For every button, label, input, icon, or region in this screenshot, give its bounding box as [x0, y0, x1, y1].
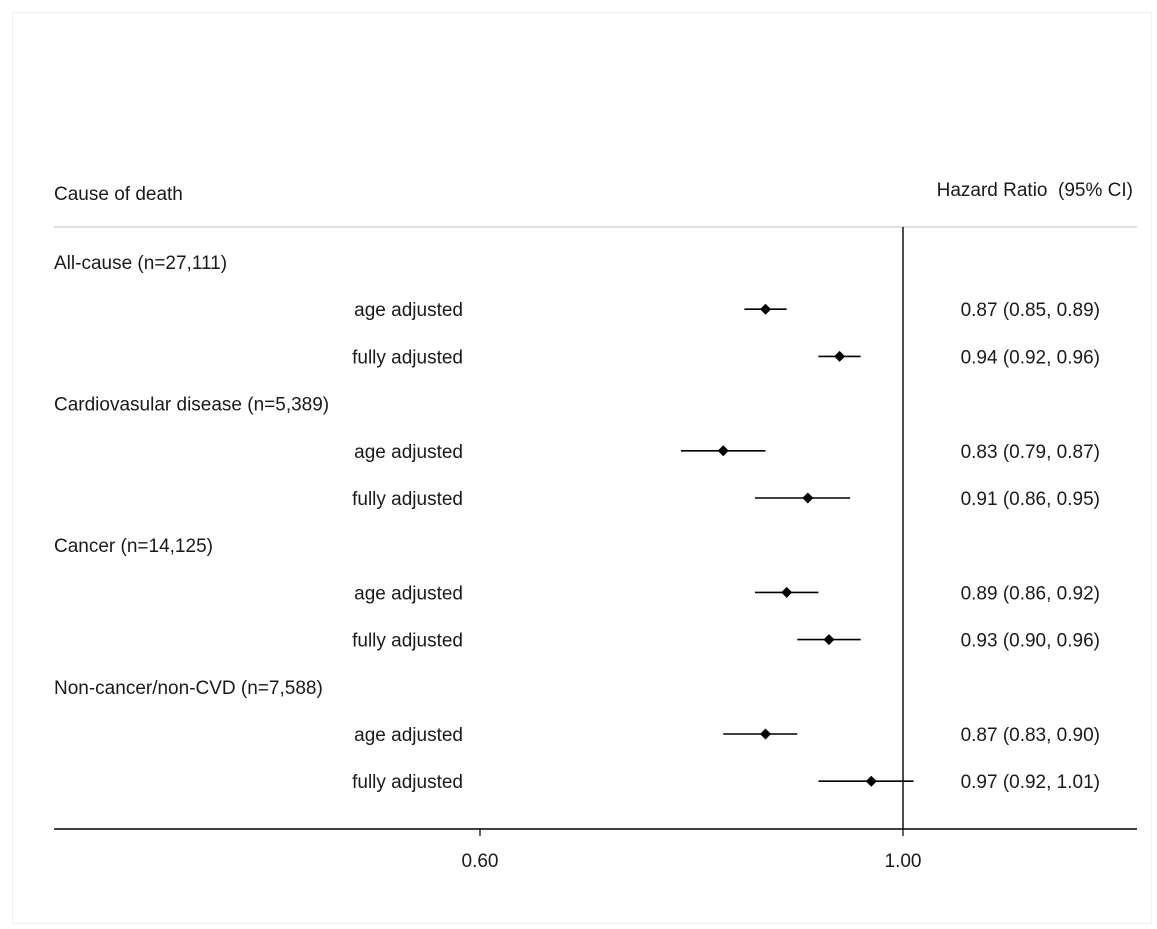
- hazard-ratio-value: 0.97 (0.92, 1.01): [961, 772, 1100, 793]
- point-estimate-marker: [823, 634, 835, 646]
- hazard-ratio-value: 0.87 (0.85, 0.89): [961, 300, 1100, 321]
- point-estimate-marker: [760, 303, 772, 315]
- point-estimate-marker: [834, 350, 846, 362]
- point-estimate-marker: [802, 492, 814, 504]
- point-estimate-marker: [717, 445, 729, 457]
- point-estimate-marker: [781, 586, 793, 598]
- forest-rows: All-cause (n=27,111) age adjusted 0.87 (0.…: [54, 253, 1100, 793]
- row-label: fully adjusted: [352, 631, 463, 652]
- hazard-ratio-value: 0.87 (0.83, 0.90): [961, 725, 1100, 746]
- x-tick-label: 1.00: [885, 851, 922, 872]
- group-label: All-cause (n=27,111): [54, 253, 227, 274]
- row-label: fully adjusted: [352, 489, 463, 510]
- row-label: age adjusted: [354, 583, 463, 604]
- row-label: fully adjusted: [352, 347, 463, 368]
- row-label: age adjusted: [354, 442, 463, 463]
- hazard-ratio-value: 0.89 (0.86, 0.92): [961, 583, 1100, 604]
- hazard-ratio-value: 0.91 (0.86, 0.95): [961, 489, 1100, 510]
- point-estimate-marker: [760, 728, 772, 740]
- row-label: fully adjusted: [352, 772, 463, 793]
- hazard-ratio-value: 0.83 (0.79, 0.87): [961, 442, 1100, 463]
- group-label: Cancer (n=14,125): [54, 536, 213, 557]
- group-label: Non-cancer/non-CVD (n=7,588): [54, 678, 323, 699]
- x-tick-label: 0.60: [462, 851, 499, 872]
- row-label: age adjusted: [354, 725, 463, 746]
- group-label: Cardiovasular disease (n=5,389): [54, 395, 329, 416]
- x-axis: 0.60 1.00: [54, 227, 1137, 872]
- row-label: age adjusted: [354, 300, 463, 321]
- hazard-ratio-value: 0.93 (0.90, 0.96): [961, 631, 1100, 652]
- column-header-cause: Cause of death: [54, 184, 183, 205]
- point-estimate-marker: [865, 775, 877, 787]
- column-header-hazard-ratio: Hazard Ratio (95% CI): [937, 180, 1133, 201]
- hazard-ratio-value: 0.94 (0.92, 0.96): [961, 347, 1100, 368]
- figure-frame: [12, 12, 1152, 924]
